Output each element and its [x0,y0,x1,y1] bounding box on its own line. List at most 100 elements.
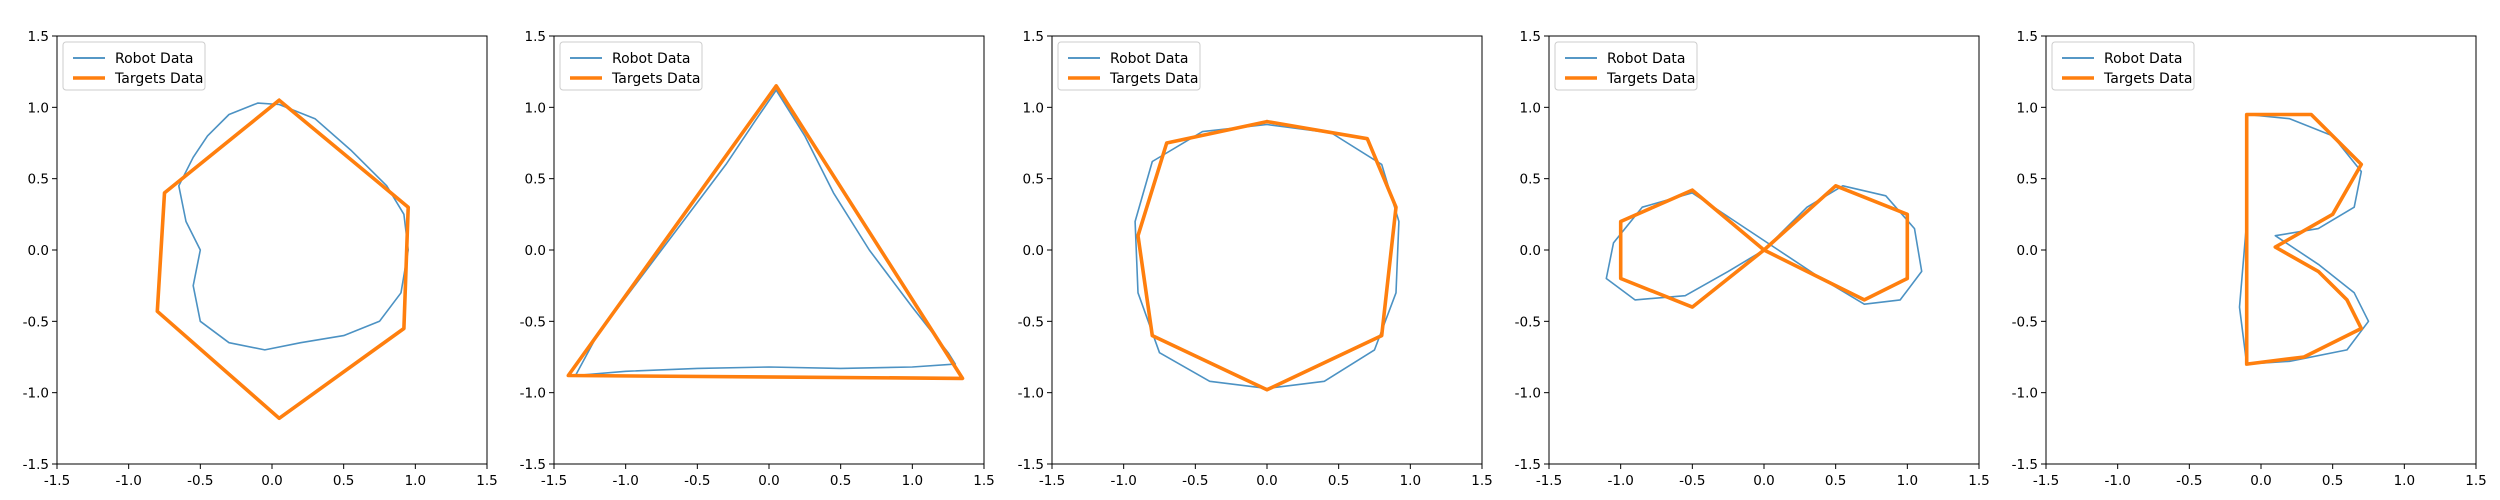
y-tick-label: 1.0 [1023,100,1044,116]
series-group [155,98,411,421]
legend: Robot Data Targets Data [62,41,206,91]
x-tick-label: 1.5 [1968,473,1989,489]
x-tick-label: 1.0 [902,473,923,489]
y-tick-label: -1.5 [23,457,49,473]
y-tick-label: 1.5 [1023,29,1044,45]
series-line-robot-data [2238,113,2370,365]
series-group [2238,112,2370,366]
y-tick-label: -0.5 [520,314,546,330]
series-line-robot-data [574,89,957,377]
legend-label: Robot Data [612,51,690,67]
y-tick-label: -1.0 [1515,386,1541,402]
x-tick-label: 0.5 [1328,473,1349,489]
x-tick-label: -1.5 [541,473,567,489]
x-tick-label: 0.0 [758,473,779,489]
y-tick-label: -1.0 [1018,386,1044,402]
y-tick-label: 1.0 [525,100,546,116]
x-tick-label: 0.5 [333,473,354,489]
x-tick-label: 0.5 [1825,473,1846,489]
series-line-targets-data [1618,184,1910,309]
plot-area [553,35,985,465]
x-tick-label: -0.5 [1679,473,1705,489]
legend-label: Targets Data [611,71,700,87]
y-tick-label: 0.0 [1520,243,1541,259]
y-tick-label: -0.5 [23,314,49,330]
y-tick-label: -1.5 [1018,457,1044,473]
series-line-robot-data [178,102,410,351]
chart-panel-3: -1.5 -1.0 -0.5 0.0 0.5 1.0 1.5 -1.5 -1.0 -0.5 0.0 0… [1018,29,1493,489]
y-tick-label: 0.5 [525,172,546,188]
y-tick-label: -1.5 [2012,457,2038,473]
series-line-targets-data [155,98,411,421]
series-line-targets-data [1136,119,1398,392]
plot-area [56,35,488,465]
y-tick-label: -0.5 [2012,314,2038,330]
x-tick-label: 0.0 [2250,473,2271,489]
x-tick-label: 1.5 [973,473,994,489]
y-tick-label: 0.5 [1023,172,1044,188]
plot-area [1051,35,1483,465]
x-tick-label: 0.0 [261,473,282,489]
x-tick-label: -1.0 [2104,473,2130,489]
x-tick-label: -1.0 [115,473,141,489]
series-line-robot-data [1605,185,1923,306]
y-tick-label: 1.0 [28,100,49,116]
y-tick-label: 1.5 [1520,29,1541,45]
y-tick-label: -1.5 [1515,457,1541,473]
x-tick-label: -1.5 [2033,473,2059,489]
chart-panel-2: -1.5 -1.0 -0.5 0.0 0.5 1.0 1.5 -1.5 -1.0 -0.5 0.0 0… [520,29,995,489]
x-tick-label: -1.0 [612,473,638,489]
y-tick-label: -1.0 [2012,386,2038,402]
x-tick-label: 1.0 [1897,473,1918,489]
y-tick-label: 1.0 [2017,100,2038,116]
x-tick-label: -1.0 [1110,473,1136,489]
chart-panel-5: -1.5 -1.0 -0.5 0.0 0.5 1.0 1.5 -1.5 -1.0 -0.5 0.0 0… [2012,29,2487,489]
y-tick-label: 0.5 [28,172,49,188]
y-tick-label: 1.0 [1520,100,1541,116]
legend-label: Robot Data [1110,51,1188,67]
plot-area [2045,35,2477,465]
chart-panel-4: -1.5 -1.0 -0.5 0.0 0.5 1.0 1.5 -1.5 -1.0 -0.5 0.0 0… [1515,29,1990,489]
x-tick-label: -1.0 [1607,473,1633,489]
x-tick-label: -0.5 [684,473,710,489]
x-tick-label: 0.0 [1753,473,1774,489]
y-tick-label: 0.0 [28,243,49,259]
series-group [566,84,965,381]
legend: Robot Data Targets Data [559,41,703,91]
y-tick-label: 1.5 [525,29,546,45]
legend-label: Targets Data [114,71,203,87]
legend-label: Robot Data [115,51,193,67]
y-tick-label: -1.0 [23,386,49,402]
x-tick-label: -0.5 [2176,473,2202,489]
series-group [1134,119,1400,392]
chart-panel-1: -1.5 -1.0 -0.5 0.0 0.5 1.0 1.5 -1.5 -1.0 -0.5 0.0 0… [23,29,498,489]
x-tick-label: 1.5 [2465,473,2486,489]
legend: Robot Data Targets Data [1554,41,1698,91]
x-tick-label: -0.5 [187,473,213,489]
legend-label: Robot Data [1607,51,1685,67]
x-tick-label: 1.5 [476,473,497,489]
y-tick-label: -1.5 [520,457,546,473]
y-tick-label: 0.0 [1023,243,1044,259]
y-tick-label: 0.0 [2017,243,2038,259]
legend-label: Targets Data [2103,71,2192,87]
y-tick-label: 0.5 [2017,172,2038,188]
x-tick-label: -1.5 [1039,473,1065,489]
y-tick-label: 0.0 [525,243,546,259]
legend-label: Targets Data [1109,71,1198,87]
x-tick-label: -1.5 [44,473,70,489]
x-tick-label: 1.0 [405,473,426,489]
x-tick-label: 1.5 [1471,473,1492,489]
legend-label: Robot Data [2104,51,2182,67]
x-tick-label: -1.5 [1536,473,1562,489]
x-tick-label: 0.5 [2322,473,2343,489]
series-line-targets-data [2244,112,2364,366]
y-tick-label: 0.5 [1520,172,1541,188]
x-tick-label: 0.0 [1256,473,1277,489]
series-group [1605,184,1923,309]
y-tick-label: -0.5 [1018,314,1044,330]
x-tick-label: 0.5 [830,473,851,489]
legend: Robot Data Targets Data [1057,41,1201,91]
x-tick-label: -0.5 [1182,473,1208,489]
